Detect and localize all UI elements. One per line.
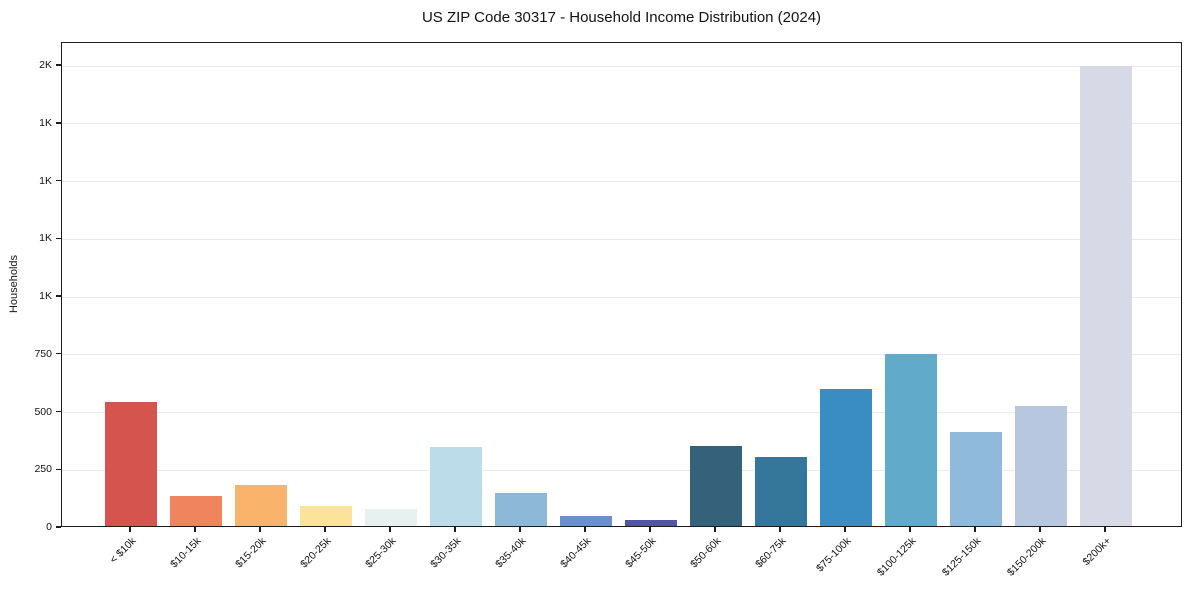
y-tick-mark xyxy=(56,64,61,66)
bar-$60-75k xyxy=(755,456,807,526)
gridline xyxy=(62,238,1181,240)
y-tick-mark xyxy=(56,179,61,182)
y-tick-label: 1K xyxy=(39,290,52,303)
bar-$150-200k xyxy=(1015,406,1067,526)
y-tick-mark xyxy=(56,295,61,297)
x-tick-mark xyxy=(974,527,976,532)
x-tick-mark xyxy=(389,527,391,532)
gridline xyxy=(62,181,1181,183)
x-tick-mark xyxy=(844,527,846,532)
gridline xyxy=(62,469,1181,471)
gridline xyxy=(62,354,1181,356)
x-tick-label: < $10k xyxy=(107,535,139,566)
bar-$35-40k xyxy=(495,492,547,526)
x-tick-mark xyxy=(324,527,326,532)
y-tick-label: 250 xyxy=(34,463,52,476)
bar-< $10k xyxy=(105,402,157,526)
y-tick-mark xyxy=(56,468,61,470)
y-tick-mark xyxy=(56,353,61,355)
y-axis-title: Households xyxy=(8,254,20,314)
y-tick-label: 2K xyxy=(39,59,52,72)
gridline xyxy=(62,65,1181,67)
bar-$200k+ xyxy=(1080,66,1132,526)
bar-$100-125k xyxy=(885,353,937,526)
x-tick-mark xyxy=(779,527,781,532)
x-tick-mark xyxy=(519,527,521,532)
bar-$40-45k xyxy=(560,516,612,526)
gridline xyxy=(62,412,1181,414)
y-tick-label: 1K xyxy=(39,232,52,245)
y-tick-mark xyxy=(56,410,61,413)
bar-$15-20k xyxy=(235,484,287,526)
x-tick-mark xyxy=(714,527,716,532)
gridline xyxy=(62,296,1181,298)
x-tick-mark xyxy=(454,527,456,532)
x-tick-mark xyxy=(194,527,196,532)
y-tick-label: 750 xyxy=(34,347,52,360)
y-tick-label: 1K xyxy=(39,174,52,187)
x-tick-mark xyxy=(259,527,261,532)
bar-$25-30k xyxy=(365,509,417,526)
bar-$45-50k xyxy=(625,519,677,526)
gridline xyxy=(62,123,1181,125)
x-tick-mark xyxy=(909,527,911,532)
bar-$50-60k xyxy=(690,446,742,526)
y-tick-label: 500 xyxy=(34,405,52,418)
bar-$20-25k xyxy=(300,506,352,526)
y-tick-mark xyxy=(56,237,61,239)
x-tick-mark xyxy=(129,527,131,532)
y-tick-label: 1K xyxy=(39,116,52,129)
x-tick-mark xyxy=(1104,527,1106,532)
x-tick-mark xyxy=(584,527,586,532)
x-tick-mark xyxy=(1039,527,1041,532)
chart-title: US ZIP Code 30317 - Household Income Dis… xyxy=(421,9,822,26)
y-tick-mark xyxy=(56,122,61,124)
y-tick-mark xyxy=(56,526,61,528)
bar-$10-15k xyxy=(170,496,222,526)
bar-$75-100k xyxy=(820,388,872,526)
bar-$30-35k xyxy=(430,447,482,526)
plot-area xyxy=(61,42,1182,527)
bar-$125-150k xyxy=(950,431,1002,526)
y-tick-label: 0 xyxy=(46,521,52,533)
x-tick-mark xyxy=(649,527,651,532)
